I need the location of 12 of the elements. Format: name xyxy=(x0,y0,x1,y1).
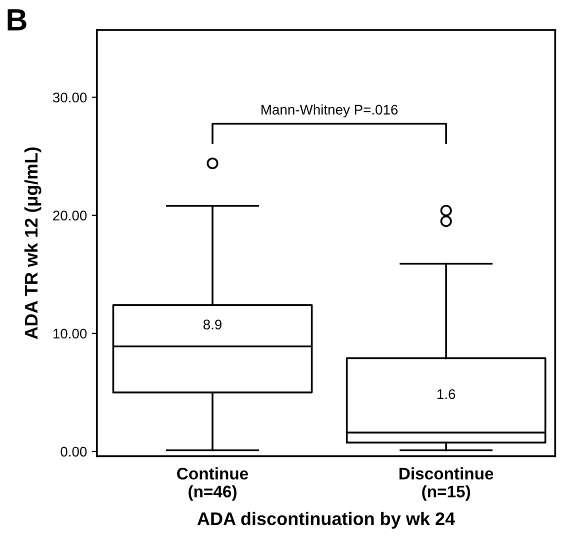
y-tick-label: 0.00 xyxy=(60,446,87,457)
y-axis-title: ADA TR wk 12 (μg/mL) xyxy=(24,147,42,340)
text: 1.6 xyxy=(438,389,456,400)
x-axis-title: ADA discontinuation by wk 24 xyxy=(197,512,456,529)
x-tick-label: Discontinue (n=15) xyxy=(400,467,494,501)
y-tick-label: 30.00 xyxy=(52,92,87,102)
annotation: Mann-Whitney P=.016 xyxy=(262,104,398,118)
y-tick-label: 20.00 xyxy=(53,210,87,220)
chart-title: B xyxy=(8,9,26,30)
y-tick-label: 10.00 xyxy=(53,328,87,339)
x-tick-label: Continue (n=46) xyxy=(177,467,248,501)
text: 8.9 xyxy=(203,320,222,330)
